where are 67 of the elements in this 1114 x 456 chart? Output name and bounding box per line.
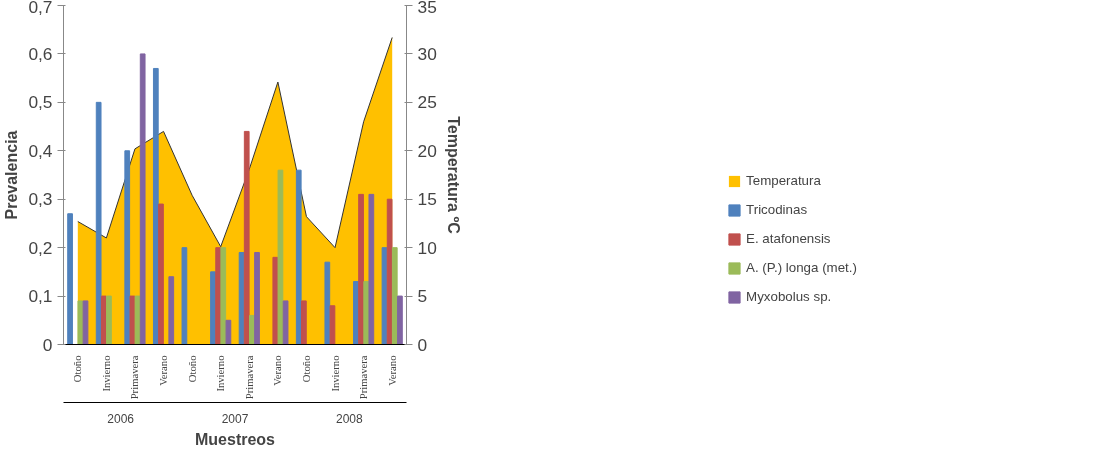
x-tick-label: Invierno: [215, 355, 227, 392]
text: 2008: [335, 411, 364, 426]
bar: [295, 169, 302, 345]
bar: [391, 247, 398, 345]
y-tick-label: 0,3: [28, 189, 53, 210]
bar: [106, 295, 112, 345]
bar: [254, 251, 260, 345]
bar: [152, 67, 159, 345]
bar: [158, 203, 164, 345]
bar: [225, 319, 232, 345]
bar: [243, 130, 250, 345]
legend-label: Temperatura: [746, 173, 821, 188]
y-tick-label: 0,1: [28, 286, 53, 307]
x-tick-label: Primavera: [358, 355, 370, 400]
x-tick-label: Otoño: [186, 355, 198, 383]
bar: [168, 276, 175, 345]
y2-tick-label: 0: [417, 334, 428, 355]
x-axis-title: Muestreos: [194, 430, 276, 448]
y2-tick-label: 15: [417, 189, 437, 210]
y2-tick-label: 25: [417, 92, 437, 113]
text: 2006: [107, 411, 135, 426]
x-tick-label: Invierno: [329, 355, 341, 392]
bar: [77, 300, 84, 345]
legend-label: A. (P.) longa (met.): [746, 260, 857, 275]
y2-tick-label: 30: [417, 43, 437, 64]
bar: [282, 300, 289, 345]
bar: [324, 261, 331, 345]
bar: [82, 300, 89, 345]
y2-tick-label: 20: [417, 140, 437, 161]
y-tick-label: 0,4: [28, 140, 53, 161]
y-axis-title: Prevalencia: [3, 130, 21, 220]
y-tick-label: 0,6: [28, 43, 53, 64]
bar: [301, 300, 307, 345]
x-tick-label: Otoño: [300, 355, 312, 383]
y-tick-label: 0,7: [28, 0, 53, 17]
y2-tick-label: 5: [417, 286, 428, 307]
bar: [358, 193, 364, 345]
bar: [397, 295, 403, 345]
bar: [368, 193, 375, 345]
bar: [124, 150, 131, 345]
x-tick-label: Otoño: [72, 355, 84, 383]
x-tick-label: Verano: [272, 355, 284, 386]
legend-label: Myxobolus sp.: [746, 289, 832, 304]
bar: [381, 247, 388, 345]
bar: [386, 198, 393, 345]
bar: [181, 247, 188, 345]
y-tick-label: 0,5: [28, 92, 53, 113]
x-tick-label: Invierno: [100, 355, 112, 392]
y2-tick-label: 10: [417, 237, 437, 258]
y-tick-label: 0: [42, 334, 53, 355]
bar: [139, 53, 146, 345]
x-tick-label: Primavera: [129, 355, 141, 400]
x-tick-label: Verano: [386, 355, 398, 386]
bar: [129, 295, 136, 345]
y2-axis-title: Temperatura ºC: [444, 116, 462, 235]
bar: [329, 305, 336, 345]
bar: [67, 213, 73, 345]
bar: [277, 169, 284, 345]
bar: [220, 247, 227, 345]
text: 2007: [221, 411, 249, 426]
x-tick-label: Primavera: [243, 355, 255, 400]
x-tick-label: Verano: [158, 355, 170, 386]
bar: [95, 101, 102, 345]
y2-tick-label: 35: [417, 0, 437, 17]
legend-label: Tricodinas: [746, 202, 808, 217]
y-tick-label: 0,2: [28, 237, 53, 258]
legend-label: E. atafonensis: [746, 231, 831, 246]
